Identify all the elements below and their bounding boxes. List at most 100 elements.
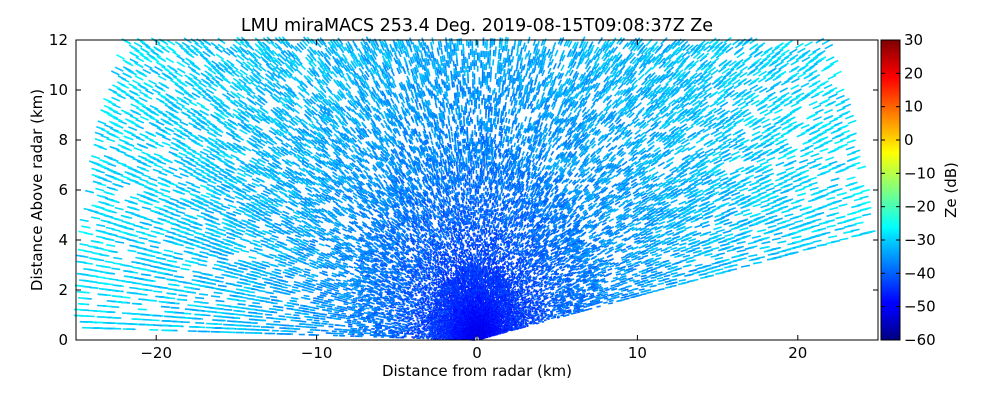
reflectivity-gate xyxy=(793,214,803,219)
reflectivity-gate xyxy=(598,293,603,296)
reflectivity-gate xyxy=(590,271,595,275)
reflectivity-gate xyxy=(707,205,717,210)
reflectivity-gate xyxy=(624,297,630,300)
reflectivity-gate xyxy=(845,146,855,151)
reflectivity-gate xyxy=(541,299,545,302)
reflectivity-gate xyxy=(520,296,524,299)
reflectivity-gate xyxy=(535,284,539,287)
reflectivity-gate xyxy=(649,242,656,246)
reflectivity-gate xyxy=(524,295,527,298)
reflectivity-gate xyxy=(580,304,585,308)
reflectivity-gate xyxy=(634,255,641,260)
reflectivity-gate xyxy=(576,311,581,314)
reflectivity-gate xyxy=(615,263,621,267)
reflectivity-gate xyxy=(525,311,528,314)
reflectivity-gate xyxy=(554,300,558,304)
reflectivity-gate xyxy=(720,258,730,262)
reflectivity-gate xyxy=(726,207,736,212)
reflectivity-gate xyxy=(531,310,534,313)
reflectivity-gate xyxy=(785,166,795,171)
reflectivity-gate xyxy=(837,191,848,196)
reflectivity-gate xyxy=(846,139,856,144)
reflectivity-gate xyxy=(742,194,752,200)
reflectivity-gate xyxy=(603,301,608,304)
reflectivity-gate xyxy=(539,281,543,284)
reflectivity-gate xyxy=(620,280,627,283)
reflectivity-gate xyxy=(547,309,551,312)
reflectivity-gate xyxy=(739,218,749,223)
reflectivity-gate xyxy=(646,291,653,294)
reflectivity-gate xyxy=(755,256,766,260)
reflectivity-gate xyxy=(521,305,524,309)
reflectivity-gate xyxy=(624,258,630,263)
reflectivity-gate xyxy=(598,301,603,304)
reflectivity-gate xyxy=(543,310,547,313)
reflectivity-gate xyxy=(535,281,539,284)
reflectivity-gate xyxy=(579,308,584,311)
reflectivity-gate xyxy=(518,282,522,285)
reflectivity-gate xyxy=(518,321,521,324)
reflectivity-gate xyxy=(604,265,610,269)
reflectivity-gate xyxy=(594,272,600,276)
reflectivity-gate xyxy=(833,187,843,192)
reflectivity-gate xyxy=(533,295,537,299)
reflectivity-gate xyxy=(502,328,505,331)
reflectivity-gate xyxy=(762,178,772,184)
reflectivity-gate xyxy=(537,295,541,299)
reflectivity-gate xyxy=(817,243,828,247)
reflectivity-gate xyxy=(739,187,749,192)
reflectivity-gate xyxy=(539,307,543,310)
reflectivity-gate xyxy=(517,314,520,318)
reflectivity-gate xyxy=(598,288,604,292)
reflectivity-gate xyxy=(553,302,557,305)
reflectivity-gate xyxy=(574,302,578,305)
reflectivity-gate xyxy=(621,257,627,262)
reflectivity-gate xyxy=(760,185,770,190)
reflectivity-gate xyxy=(748,254,758,258)
reflectivity-gate xyxy=(552,306,557,309)
reflectivity-gate xyxy=(781,219,791,224)
reflectivity-gate xyxy=(528,310,532,313)
reflectivity-gate xyxy=(694,263,703,267)
reflectivity-gate xyxy=(562,304,566,307)
reflectivity-gate xyxy=(559,307,563,311)
reflectivity-gate xyxy=(665,246,673,250)
reflectivity-gate xyxy=(741,208,751,213)
reflectivity-gate xyxy=(623,288,629,292)
reflectivity-gate xyxy=(787,159,797,165)
reflectivity-gate xyxy=(678,228,687,233)
reflectivity-gate xyxy=(621,277,627,281)
reflectivity-gate xyxy=(546,317,549,320)
reflectivity-gate xyxy=(765,172,775,178)
reflectivity-gate xyxy=(675,237,684,242)
reflectivity-gate xyxy=(757,228,767,233)
reflectivity-gate xyxy=(595,299,601,303)
reflectivity-gate xyxy=(609,293,615,296)
reflectivity-gate xyxy=(748,245,758,249)
reflectivity-gate xyxy=(615,270,621,274)
reflectivity-gate xyxy=(751,235,761,239)
reflectivity-gate xyxy=(561,288,566,292)
reflectivity-gate xyxy=(627,264,634,268)
reflectivity-gate xyxy=(526,294,530,297)
reflectivity-gate xyxy=(558,294,562,298)
reflectivity-gate xyxy=(688,259,696,263)
reflectivity-gate xyxy=(560,293,564,297)
reflectivity-gate xyxy=(760,175,770,180)
reflectivity-gate xyxy=(545,294,549,298)
reflectivity-gate xyxy=(608,302,613,305)
reflectivity-gate xyxy=(550,317,554,320)
reflectivity-gate xyxy=(829,148,839,153)
reflectivity-gate xyxy=(670,265,678,269)
reflectivity-gate xyxy=(830,239,841,243)
reflectivity-gate xyxy=(713,226,722,231)
reflectivity-gate xyxy=(655,247,663,252)
reflectivity-gate xyxy=(651,246,659,251)
reflectivity-gate xyxy=(571,292,576,296)
reflectivity-gate xyxy=(556,316,560,319)
reflectivity-gate xyxy=(513,288,517,291)
reflectivity-gate xyxy=(597,273,602,277)
reflectivity-gate xyxy=(630,268,637,272)
reflectivity-gate xyxy=(544,287,548,291)
reflectivity-gate xyxy=(702,208,711,213)
